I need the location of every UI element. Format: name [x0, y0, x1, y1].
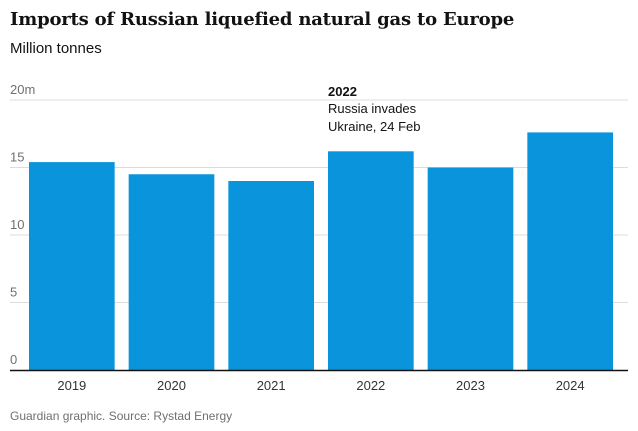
bar-2021 [228, 181, 314, 370]
x-tick-label-2023: 2023 [456, 378, 485, 393]
x-axis-tick-labels: 2019 2020 2021 2022 2023 2024 [57, 378, 584, 393]
x-tick-label-2020: 2020 [157, 378, 186, 393]
bar-2022 [328, 151, 414, 370]
source-note: Guardian graphic. Source: Rystad Energy [10, 409, 233, 423]
y-axis-tick-labels: 0 5 10 15 20m [10, 82, 35, 367]
bar-2024 [527, 132, 613, 370]
y-tick-label-20: 20m [10, 82, 35, 97]
annotation-line-2: Ukraine, 24 Feb [328, 119, 421, 134]
y-tick-label-0: 0 [10, 352, 17, 367]
x-tick-label-2021: 2021 [257, 378, 286, 393]
annotation-heading: 2022 [328, 84, 357, 99]
y-tick-label-15: 15 [10, 150, 24, 165]
x-tick-label-2024: 2024 [556, 378, 585, 393]
annotations: 2022 Russia invades Ukraine, 24 Feb [328, 84, 421, 134]
bar-2020 [128, 174, 215, 370]
bar-2023 [427, 167, 514, 370]
annotation-line-1: Russia invades [328, 101, 417, 116]
bar-2019 [29, 162, 115, 370]
x-tick-label-2019: 2019 [57, 378, 86, 393]
bars [29, 132, 613, 370]
x-tick-label-2022: 2022 [356, 378, 385, 393]
y-tick-label-10: 10 [10, 217, 24, 232]
y-tick-label-5: 5 [10, 285, 17, 300]
chart-title: Imports of Russian liquefied natural gas… [10, 9, 515, 30]
chart-subtitle: Million tonnes [10, 40, 102, 57]
